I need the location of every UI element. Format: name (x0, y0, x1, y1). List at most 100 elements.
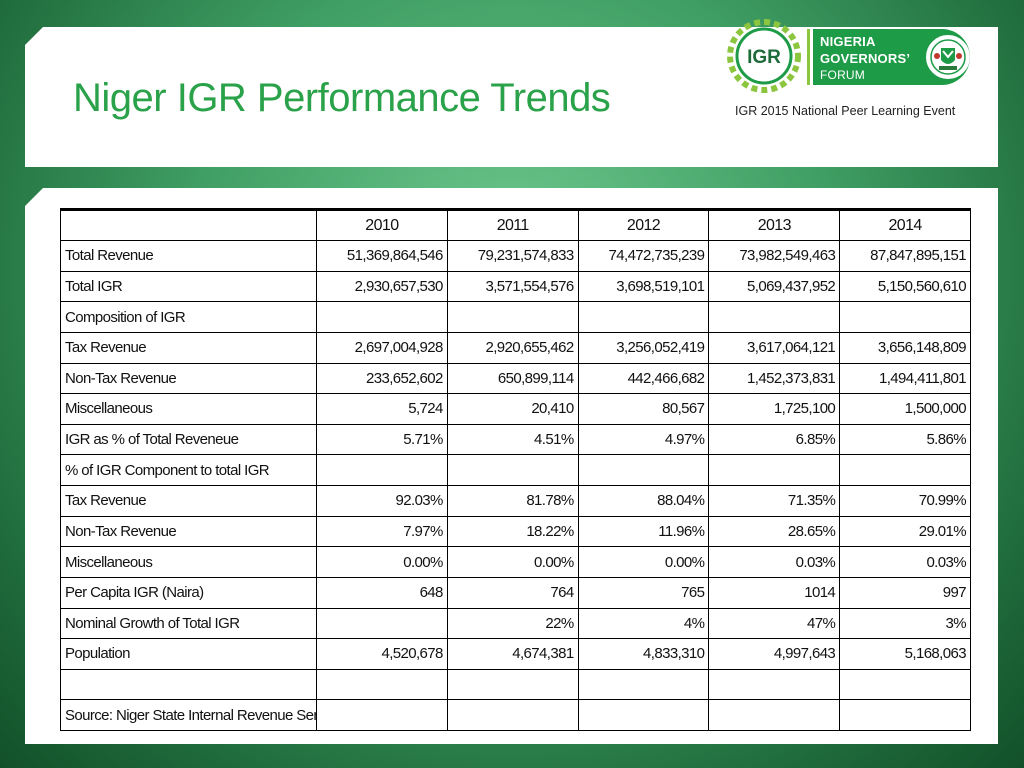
row-label: Composition of IGR (60, 301, 317, 333)
table-cell: 74,472,735,239 (577, 240, 710, 272)
table-cell: 51,369,864,546 (316, 240, 448, 272)
table-row: % of IGR Component to total IGR (60, 454, 971, 486)
table-cell: 0.00% (577, 546, 710, 578)
table-row: IGR as % of Total Reveneue 5.71% 4.51% 4.97… (60, 423, 971, 456)
table-cell (446, 454, 579, 486)
table-cell: 4,674,381 (446, 638, 579, 670)
table-cell: 764 (446, 576, 579, 609)
table-cell: 87,847,895,151 (839, 240, 971, 272)
table-row: Non-Tax Revenue 233,652,602 650,899,114 442… (60, 362, 971, 395)
table-cell: 233,652,602 (316, 362, 448, 395)
table-body: Total Revenue 51,369,864,546 79,231,574,83… (60, 240, 971, 731)
table-cell (316, 668, 448, 701)
table-cell: 648 (316, 576, 448, 609)
table-cell: 3,256,052,419 (577, 331, 710, 364)
table-row: Per Capita IGR (Naira) 648 764 765 1014 997 (60, 576, 971, 609)
table-cell (708, 699, 841, 731)
year-header: 2013 (708, 209, 841, 241)
table-cell: 3,656,148,809 (839, 331, 971, 364)
table-row: Miscellaneous 0.00% 0.00% 0.00% 0.03% 0.03% (60, 546, 971, 578)
table-row: Total IGR 2,930,657,530 3,571,554,576 3,698… (60, 270, 971, 303)
table-cell: 70.99% (839, 485, 971, 517)
row-label: Miscellaneous (60, 393, 317, 425)
table-cell: 3% (839, 607, 971, 640)
table-cell: 4.97% (577, 423, 710, 456)
table-cell: 29.01% (839, 515, 971, 548)
table-cell (839, 301, 971, 333)
table-cell: 650,899,114 (446, 362, 579, 395)
table-cell: 4% (577, 607, 710, 640)
table-row: Tax Revenue 92.03% 81.78% 88.04% 71.35% 70.99… (60, 485, 971, 517)
table-cell: 47% (708, 607, 841, 640)
page-title: Niger IGR Performance Trends (73, 76, 611, 120)
igr-logo-text: IGR (747, 47, 781, 68)
table-cell (446, 301, 579, 333)
table-cell (839, 668, 971, 701)
table-cell (316, 301, 448, 333)
logo-line-2: GOVERNORS’ (820, 51, 911, 66)
table-cell: 1,500,000 (839, 393, 971, 425)
table-cell (839, 454, 971, 486)
row-label: Population (60, 638, 317, 670)
table-cell: 997 (839, 576, 971, 609)
row-label: Tax Revenue (60, 331, 317, 364)
logo-line-3: FORUM (820, 68, 865, 82)
logo-line-1: NIGERIA (820, 34, 876, 49)
table-cell: 73,982,549,463 (708, 240, 841, 272)
table-row: Tax Revenue 2,697,004,928 2,920,655,462 3,2… (60, 331, 971, 364)
table-cell: 5,069,437,952 (708, 270, 841, 303)
table-cell: 4.51% (446, 423, 579, 456)
table-header-row: 2010 2011 2012 2013 2014 (60, 209, 971, 241)
table-cell: 28.65% (708, 515, 841, 548)
row-label: Total Revenue (60, 240, 317, 272)
header-corner-cell (60, 209, 317, 241)
table-cell: 2,920,655,462 (446, 331, 579, 364)
table-row: Composition of IGR (60, 301, 971, 333)
table-cell: 1,452,373,831 (708, 362, 841, 395)
row-label (60, 668, 317, 701)
table-cell: 5,724 (316, 393, 448, 425)
table-row: Miscellaneous 5,724 20,410 80,567 1,725,100 1… (60, 393, 971, 425)
row-label: Non-Tax Revenue (60, 515, 317, 548)
year-header: 2010 (316, 209, 448, 241)
year-header: 2011 (446, 209, 579, 241)
table-cell: 92.03% (316, 485, 448, 517)
row-label: Per Capita IGR (Naira) (60, 576, 317, 609)
table-cell: 1,725,100 (708, 393, 841, 425)
table-cell: 5,150,560,610 (839, 270, 971, 303)
table-row (60, 668, 971, 701)
table-cell (577, 699, 710, 731)
table-cell: 0.03% (839, 546, 971, 578)
table-cell (708, 301, 841, 333)
row-label: % of IGR Component to total IGR (60, 454, 317, 486)
table-cell: 80,567 (577, 393, 710, 425)
table-cell: 71.35% (708, 485, 841, 517)
year-header: 2014 (839, 209, 971, 241)
table-cell (839, 699, 971, 731)
table-cell (577, 668, 710, 701)
table-row: Nominal Growth of Total IGR 22% 4% 47% 3% (60, 607, 971, 640)
coat-of-arms-icon (926, 35, 970, 79)
year-header: 2012 (577, 209, 710, 241)
table-cell (577, 301, 710, 333)
table-cell (577, 454, 710, 486)
table-cell: 3,617,064,121 (708, 331, 841, 364)
logo-divider (807, 29, 810, 85)
table-card: 2010 2011 2012 2013 2014 Total Revenue 51… (25, 188, 998, 744)
igr-logo-mark: IGR (727, 19, 801, 93)
row-label: Nominal Growth of Total IGR (60, 607, 317, 640)
event-caption: IGR 2015 National Peer Learning Event (735, 104, 956, 118)
table-cell: 0.03% (708, 546, 841, 578)
table-cell: 3,571,554,576 (446, 270, 579, 303)
row-label: Source: Niger State Internal Revenue Ser… (60, 699, 317, 731)
table-cell: 2,697,004,928 (316, 331, 448, 364)
row-label: Non-Tax Revenue (60, 362, 317, 395)
table-cell (446, 668, 579, 701)
table-cell (708, 454, 841, 486)
table-row: Total Revenue 51,369,864,546 79,231,574,83… (60, 240, 971, 272)
table-cell: 2,930,657,530 (316, 270, 448, 303)
table-cell: 5.86% (839, 423, 971, 456)
table-cell: 4,520,678 (316, 638, 448, 670)
table-cell: 6.85% (708, 423, 841, 456)
table-cell (316, 607, 448, 640)
